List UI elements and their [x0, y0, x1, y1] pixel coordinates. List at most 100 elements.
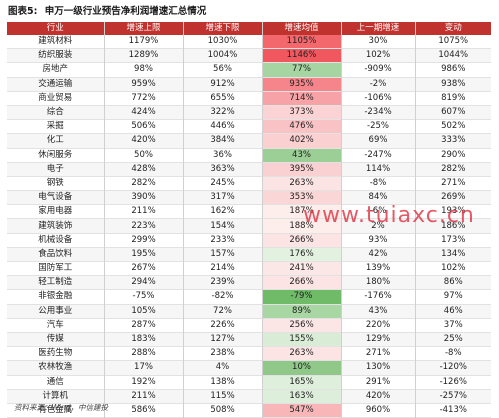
- cell-prev: -25%: [341, 119, 416, 134]
- table-header-row: 行业 增速上限 增速下限 增速均值 上一期增速 变动: [7, 22, 491, 35]
- cell-upper: -75%: [104, 289, 184, 305]
- cell-change: 193%: [441, 206, 466, 217]
- cell-upper: 287%: [104, 318, 184, 333]
- cell-upper: 959%: [104, 77, 184, 92]
- cell-lower: 912%: [183, 77, 263, 92]
- table-row: 机械设备 299% 233% 266% 93% 173%: [7, 233, 491, 248]
- cell-change: 333%: [415, 133, 491, 148]
- table-row: 休闲服务 50% 36% 43% -247% 290%: [7, 148, 491, 163]
- cell-change: 186%: [415, 218, 491, 234]
- cell-industry: 纺织服装: [7, 48, 105, 63]
- cell-mean: 263%: [262, 346, 342, 361]
- table-row: 电子 428% 363% 395% 114% 282%: [7, 162, 491, 177]
- cell-lower: 36%: [183, 148, 263, 163]
- cell-mean: 163%: [262, 389, 342, 404]
- cell-change: 271%: [441, 177, 466, 188]
- cell-industry: 汽车: [7, 318, 105, 333]
- cell-industry: 国防军工: [7, 261, 105, 276]
- table-row: 采掘 506% 446% 476% -25% 502%: [7, 119, 491, 134]
- cell-upper: 586%: [104, 403, 184, 418]
- cell-lower: 508%: [183, 403, 263, 418]
- cell-mean: 89%: [262, 304, 342, 319]
- cell-industry: 医药生物: [7, 346, 105, 361]
- cell-lower: 363%: [183, 162, 263, 177]
- cell-change: 86%: [415, 275, 491, 290]
- cell-lower: 317%: [183, 190, 263, 205]
- cell-lower: 226%: [183, 318, 263, 333]
- cell-change: 37%: [443, 319, 463, 330]
- cell-lower: 157%: [183, 247, 263, 262]
- cell-upper: 772%: [104, 91, 184, 106]
- cell-mean: 373%: [262, 105, 342, 120]
- cell-industry: 有色金属: [7, 403, 105, 418]
- cell-industry: 计算机: [7, 389, 105, 404]
- cell-prev: 139%: [341, 261, 416, 276]
- cell-upper: 105%: [104, 304, 184, 319]
- cell-prev: 69%: [341, 133, 416, 148]
- cell-upper: 1289%: [104, 48, 184, 63]
- industry-growth-table: 行业 增速上限 增速下限 增速均值 上一期增速 变动 建筑材料 1179% 1030…: [7, 22, 491, 418]
- cell-upper: 428%: [104, 162, 184, 177]
- cell-lower: 162%: [183, 204, 263, 219]
- table-body: 建筑材料 1179% 1030% 1105% 30% 1075% 纺织服装 1289% 1004…: [7, 35, 491, 418]
- table-row: 商业贸易 772% 655% 714% -106% 819%: [7, 91, 491, 106]
- cell-prev: -6%: [341, 204, 416, 219]
- cell-upper: 299%: [104, 233, 184, 248]
- cell-upper: 223%: [104, 218, 184, 234]
- table-row: 交通运输 959% 912% 935% -2% 938%: [7, 77, 491, 92]
- table-row: 化工 420% 384% 402% 69% 333%: [7, 133, 491, 148]
- cell-upper: 294%: [104, 275, 184, 290]
- cell-industry: 通信: [7, 375, 105, 390]
- cell-upper: 424%: [104, 105, 184, 120]
- cell-prev: -909%: [341, 62, 416, 78]
- table-row: 非银金融 -75% -82% -79% -176% 97%: [7, 289, 491, 305]
- cell-lower: 322%: [183, 105, 263, 120]
- table-row: 钢铁 282% 245% 263% -8% 271%: [7, 176, 491, 191]
- cell-prev: 220%: [341, 318, 416, 333]
- cell-mean: 266%: [262, 275, 342, 290]
- cell-prev: -234%: [341, 105, 416, 120]
- cell-mean: 353%: [262, 190, 342, 205]
- cell-prev: 129%: [341, 332, 416, 347]
- cell-prev: 420%: [341, 389, 416, 404]
- cell-industry: 电气设备: [7, 190, 105, 205]
- cell-lower: 56%: [183, 62, 263, 78]
- cell-lower: 384%: [183, 133, 263, 148]
- cell-lower: 1004%: [183, 48, 263, 63]
- cell-industry: 采掘: [7, 119, 105, 134]
- cell-upper: 211%: [104, 204, 184, 219]
- cell-upper: 192%: [104, 375, 184, 390]
- cell-industry: 房地产: [7, 62, 105, 78]
- cell-change: 25%: [415, 332, 491, 347]
- cell-upper: 1179%: [104, 35, 184, 49]
- cell-change: 173%: [441, 234, 466, 245]
- cell-industry: 机械设备: [7, 233, 105, 248]
- cell-change: -120%: [415, 360, 491, 375]
- cell-prev: 114%: [341, 162, 416, 177]
- cell-lower: 4%: [183, 360, 263, 375]
- cell-upper: 98%: [104, 62, 184, 78]
- cell-prev: -247%: [341, 148, 416, 163]
- header-prev: 上一期增速: [341, 22, 416, 35]
- cell-prev: 291%: [341, 375, 416, 390]
- cell-industry: 综合: [7, 105, 105, 120]
- cell-upper: 420%: [104, 133, 184, 148]
- cell-change: 282%: [415, 162, 491, 177]
- cell-change: 819%: [441, 92, 466, 103]
- figure-label: 图表5:: [8, 6, 38, 17]
- cell-lower: 214%: [183, 261, 263, 276]
- cell-lower: 238%: [183, 346, 263, 361]
- cell-mean: 256%: [262, 318, 342, 333]
- cell-mean: 547%: [262, 403, 342, 418]
- table-row: 通信 192% 138% 165% 291% -126%: [7, 375, 491, 390]
- cell-change: -126%: [439, 376, 467, 387]
- cell-lower: 239%: [183, 275, 263, 290]
- cell-industry: 公用事业: [7, 304, 105, 319]
- cell-change: 290%: [441, 149, 466, 160]
- cell-upper: 50%: [104, 148, 184, 163]
- cell-lower: 154%: [183, 218, 263, 234]
- cell-prev: -2%: [341, 77, 416, 92]
- cell-prev: 42%: [341, 247, 416, 262]
- cell-mean: -79%: [262, 289, 342, 305]
- cell-lower: 138%: [183, 375, 263, 390]
